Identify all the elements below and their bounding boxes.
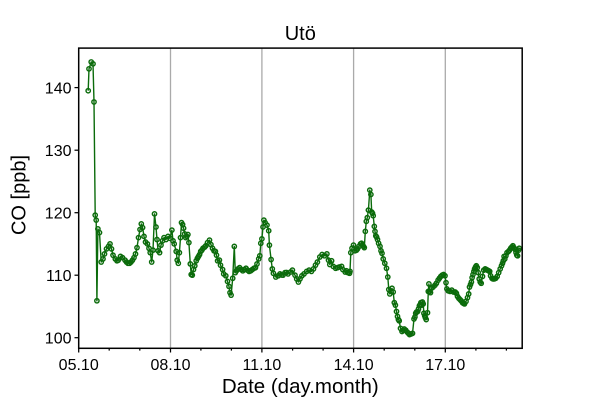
svg-text:Date (day.month): Date (day.month) [222, 375, 379, 398]
svg-text:120: 120 [45, 205, 72, 222]
svg-text:110: 110 [46, 268, 72, 285]
svg-text:17.10: 17.10 [425, 357, 465, 374]
svg-text:100: 100 [45, 330, 72, 347]
svg-text:11.10: 11.10 [242, 357, 281, 374]
svg-text:Utö: Utö [285, 23, 316, 45]
svg-text:140: 140 [45, 80, 72, 97]
svg-text:08.10: 08.10 [150, 357, 190, 374]
svg-text:130: 130 [45, 143, 72, 160]
svg-text:CO [ppb]: CO [ppb] [9, 155, 31, 235]
svg-text:14.10: 14.10 [334, 357, 374, 374]
svg-text:05.10: 05.10 [59, 357, 99, 374]
